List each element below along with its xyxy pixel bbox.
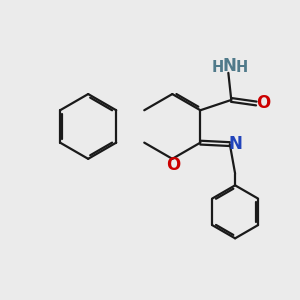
- Text: O: O: [256, 94, 270, 112]
- Text: N: N: [228, 135, 242, 153]
- Text: H: H: [236, 60, 248, 75]
- Text: N: N: [223, 57, 237, 75]
- Text: H: H: [212, 60, 224, 75]
- Text: O: O: [166, 156, 180, 174]
